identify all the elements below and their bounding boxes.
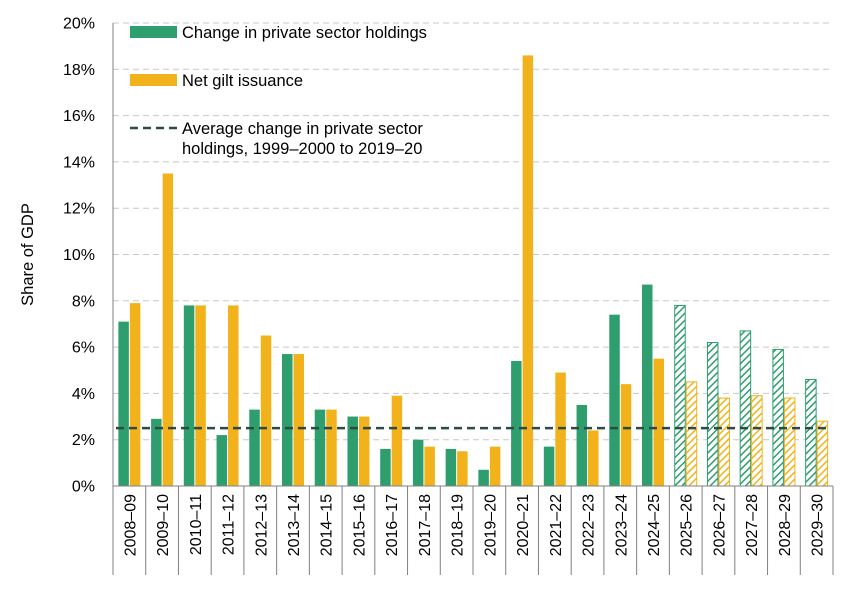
x-tick-label: 2016–17: [384, 494, 401, 556]
legend-swatch-private-holdings: [130, 26, 177, 38]
gilt-issuance-bar: [457, 451, 468, 486]
y-tick-label: 0%: [72, 479, 95, 496]
private-holdings-bar: [282, 354, 293, 486]
x-tick-label: 2017–18: [417, 494, 434, 556]
gilt-issuance-bar: [228, 305, 239, 486]
legend-swatch-gilt-issuance: [130, 74, 177, 86]
x-tick-label: 2013–14: [286, 494, 303, 556]
legend-label-private-holdings: Change in private sector holdings: [182, 24, 427, 42]
private-holdings-bar: [412, 439, 424, 486]
gilt-issuance-bar: [522, 55, 534, 486]
x-tick-label: 2025–26: [679, 494, 696, 556]
gilt-issuance-bar: [816, 420, 829, 487]
x-axis-ticks: 2008–09 2009–10 2010–11 2011–12 2012–13 2013–…: [122, 494, 826, 556]
gilt-issuance-bar: [358, 416, 370, 486]
x-tick-label: 2014–15: [319, 494, 336, 556]
private-holdings-bar: [445, 448, 457, 486]
x-tick-label: 2023–24: [613, 494, 630, 556]
private-holdings-bar: [478, 469, 489, 486]
y-tick-label: 8%: [72, 293, 95, 310]
private-holdings-bar: [772, 348, 784, 487]
gilt-issuance-bar: [129, 303, 141, 486]
gilt-issuance-bar: [162, 173, 174, 486]
gilt-issuance-bar: [260, 335, 272, 486]
private-holdings-bar: [511, 360, 522, 486]
y-tick-label: 12%: [63, 201, 95, 218]
private-holdings-bar: [183, 305, 195, 486]
legend-label-average-line: Average change in private sector: [182, 120, 423, 138]
x-tick-label: 2027–28: [744, 494, 761, 556]
gilt-issuance-bar: [751, 395, 763, 487]
x-tick-label: 2020–21: [515, 494, 532, 556]
y-tick-label: 16%: [63, 108, 95, 125]
private-holdings-bar: [739, 330, 752, 487]
gilt-issuance-bar: [685, 381, 698, 487]
legend: Change in private sector holdings Net gil…: [130, 24, 427, 158]
x-tick-label: 2018–19: [450, 494, 467, 556]
gilt-issuance-bar: [326, 409, 337, 486]
x-tick-label: 2028–29: [777, 494, 794, 556]
private-holdings-bar: [347, 416, 358, 486]
private-holdings-bar: [576, 404, 588, 486]
private-holdings-bar: [314, 409, 326, 486]
x-tick-label: 2012–13: [253, 494, 270, 556]
private-holdings-bar: [543, 446, 555, 486]
y-tick-label: 18%: [63, 62, 95, 79]
y-tick-label: 6%: [72, 340, 95, 357]
gilt-issuance-bar: [783, 397, 796, 487]
gilt-issuance-bar: [718, 397, 730, 487]
x-tick-label: 2011–12: [221, 494, 238, 555]
private-holdings-bar: [706, 341, 719, 487]
private-holdings-bar: [118, 321, 129, 486]
gilt-issuance-bar: [588, 430, 599, 486]
x-tick-label: 2008–09: [122, 494, 139, 556]
gilt-issuance-bar: [195, 305, 206, 486]
x-tick-label: 2015–16: [351, 494, 368, 556]
bars: [118, 55, 829, 487]
x-tick-label: 2021–22: [548, 494, 565, 556]
legend-label-average-line: holdings, 1999–2000 to 2019–20: [182, 140, 422, 158]
x-tick-label: 2024–25: [646, 494, 663, 556]
x-tick-label: 2010–11: [188, 494, 205, 555]
gilt-issuance-bar: [391, 395, 403, 486]
gilt-issuance-bar: [620, 384, 632, 486]
y-tick-label: 4%: [72, 386, 95, 403]
private-holdings-bar: [380, 448, 391, 486]
private-holdings-bar: [642, 284, 653, 486]
y-tick-label: 2%: [72, 432, 95, 449]
private-holdings-bar: [609, 314, 620, 486]
private-holdings-bar: [674, 304, 686, 487]
gilt-issuance-bar: [424, 446, 435, 486]
x-tick-label: 2019–20: [482, 494, 499, 556]
y-tick-label: 20%: [63, 16, 95, 33]
axes: [112, 23, 834, 575]
y-axis-ticks: 0% 2% 4% 6% 8% 10% 12% 14% 16% 18% 20%: [63, 16, 95, 496]
gilt-issuance-bar: [293, 354, 304, 486]
private-holdings-bar: [151, 418, 162, 486]
x-tick-label: 2026–27: [711, 494, 728, 556]
y-tick-label: 10%: [63, 247, 95, 264]
private-holdings-bar: [249, 409, 260, 486]
x-tick-label: 2029–30: [810, 494, 827, 556]
private-holdings-bar: [805, 379, 817, 487]
y-axis-label: Share of GDP: [19, 203, 37, 306]
x-tick-label: 2009–10: [155, 494, 172, 556]
gilt-issuance-bar: [653, 358, 664, 486]
y-tick-label: 14%: [63, 154, 95, 171]
gilt-issuance-bar: [489, 446, 501, 486]
legend-label-gilt-issuance: Net gilt issuance: [182, 72, 303, 90]
x-tick-label: 2022–23: [581, 494, 598, 556]
private-holdings-bar: [216, 435, 228, 486]
